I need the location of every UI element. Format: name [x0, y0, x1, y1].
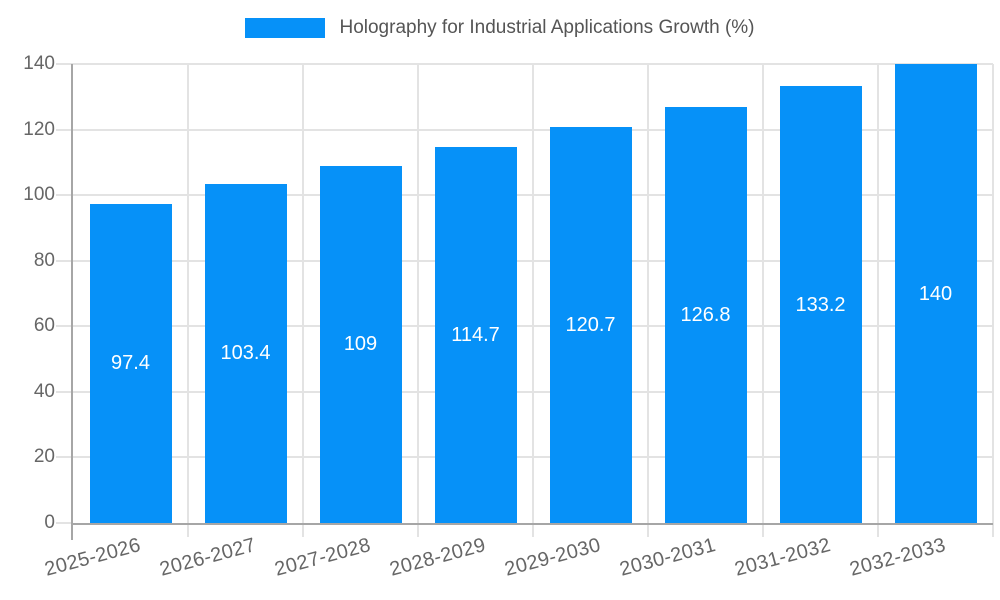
- bar-value-label: 103.4: [220, 342, 271, 365]
- y-axis-tick: [56, 194, 73, 197]
- x-tick-label: 2031-2032: [732, 534, 834, 581]
- y-tick-label: 100: [23, 184, 55, 206]
- bar: [89, 203, 172, 523]
- x-tick-label: 2029-2030: [502, 534, 604, 581]
- y-axis-tick: [56, 259, 73, 262]
- y-tick-label: 60: [33, 315, 55, 337]
- bar-value-label: 140: [918, 282, 953, 305]
- bar: [894, 64, 977, 523]
- v-gridline: [187, 64, 189, 523]
- x-axis-tick: [877, 523, 879, 537]
- x-tick-label: 2028-2029: [387, 534, 489, 581]
- y-axis-tick: [56, 63, 73, 65]
- x-tick-label: 2030-2031: [617, 534, 719, 581]
- x-axis-tick: [762, 523, 764, 537]
- y-axis-tick: [56, 128, 73, 131]
- y-tick-label: 0: [44, 512, 55, 533]
- x-tick-label: 2025-2026: [42, 534, 144, 581]
- y-tick-label: 20: [33, 446, 55, 468]
- y-axis-tick: [56, 390, 73, 393]
- y-tick-label: 80: [33, 249, 55, 271]
- x-axis-tick: [647, 523, 649, 537]
- v-gridline: [532, 64, 534, 523]
- legend-swatch: [245, 18, 326, 38]
- chart-legend: Holography for Industrial Applications G…: [0, 17, 1000, 39]
- v-gridline: [992, 64, 994, 523]
- x-tick-label: 2032-2033: [847, 534, 949, 581]
- x-axis-tick: [992, 523, 994, 537]
- v-gridline: [877, 64, 879, 523]
- x-tick-label: 2027-2028: [272, 534, 374, 581]
- x-axis-line: [73, 523, 993, 525]
- bar: [779, 86, 862, 523]
- y-axis-tick: [56, 456, 73, 459]
- v-gridline: [762, 64, 764, 523]
- legend-label: Holography for Industrial Applications G…: [339, 17, 755, 38]
- v-gridline: [647, 64, 649, 523]
- x-tick-label: 2026-2027: [157, 534, 259, 581]
- bar: [434, 146, 517, 523]
- x-axis-tick: [417, 523, 419, 537]
- bar: [319, 165, 402, 523]
- bar: [204, 183, 287, 523]
- y-tick-label: 140: [23, 53, 55, 74]
- bar-value-label: 133.2: [795, 293, 846, 316]
- bar-value-label: 120.7: [565, 314, 616, 337]
- y-tick-label: 120: [23, 118, 55, 140]
- bar-value-label: 97.4: [111, 352, 150, 375]
- y-tick-label: 40: [33, 380, 55, 402]
- bar-value-label: 114.7: [451, 323, 500, 346]
- x-axis-tick: [187, 523, 189, 537]
- y-axis-line: [71, 64, 73, 540]
- v-gridline: [302, 64, 304, 523]
- bar: [664, 107, 747, 523]
- v-gridline: [417, 64, 419, 523]
- x-axis-tick: [532, 523, 534, 537]
- y-axis-tick: [56, 325, 73, 328]
- bar-value-label: 126.8: [680, 304, 731, 327]
- bar: [549, 127, 632, 523]
- bar-value-label: 109: [343, 333, 378, 356]
- y-axis-tick: [56, 522, 73, 524]
- x-axis-tick: [302, 523, 304, 537]
